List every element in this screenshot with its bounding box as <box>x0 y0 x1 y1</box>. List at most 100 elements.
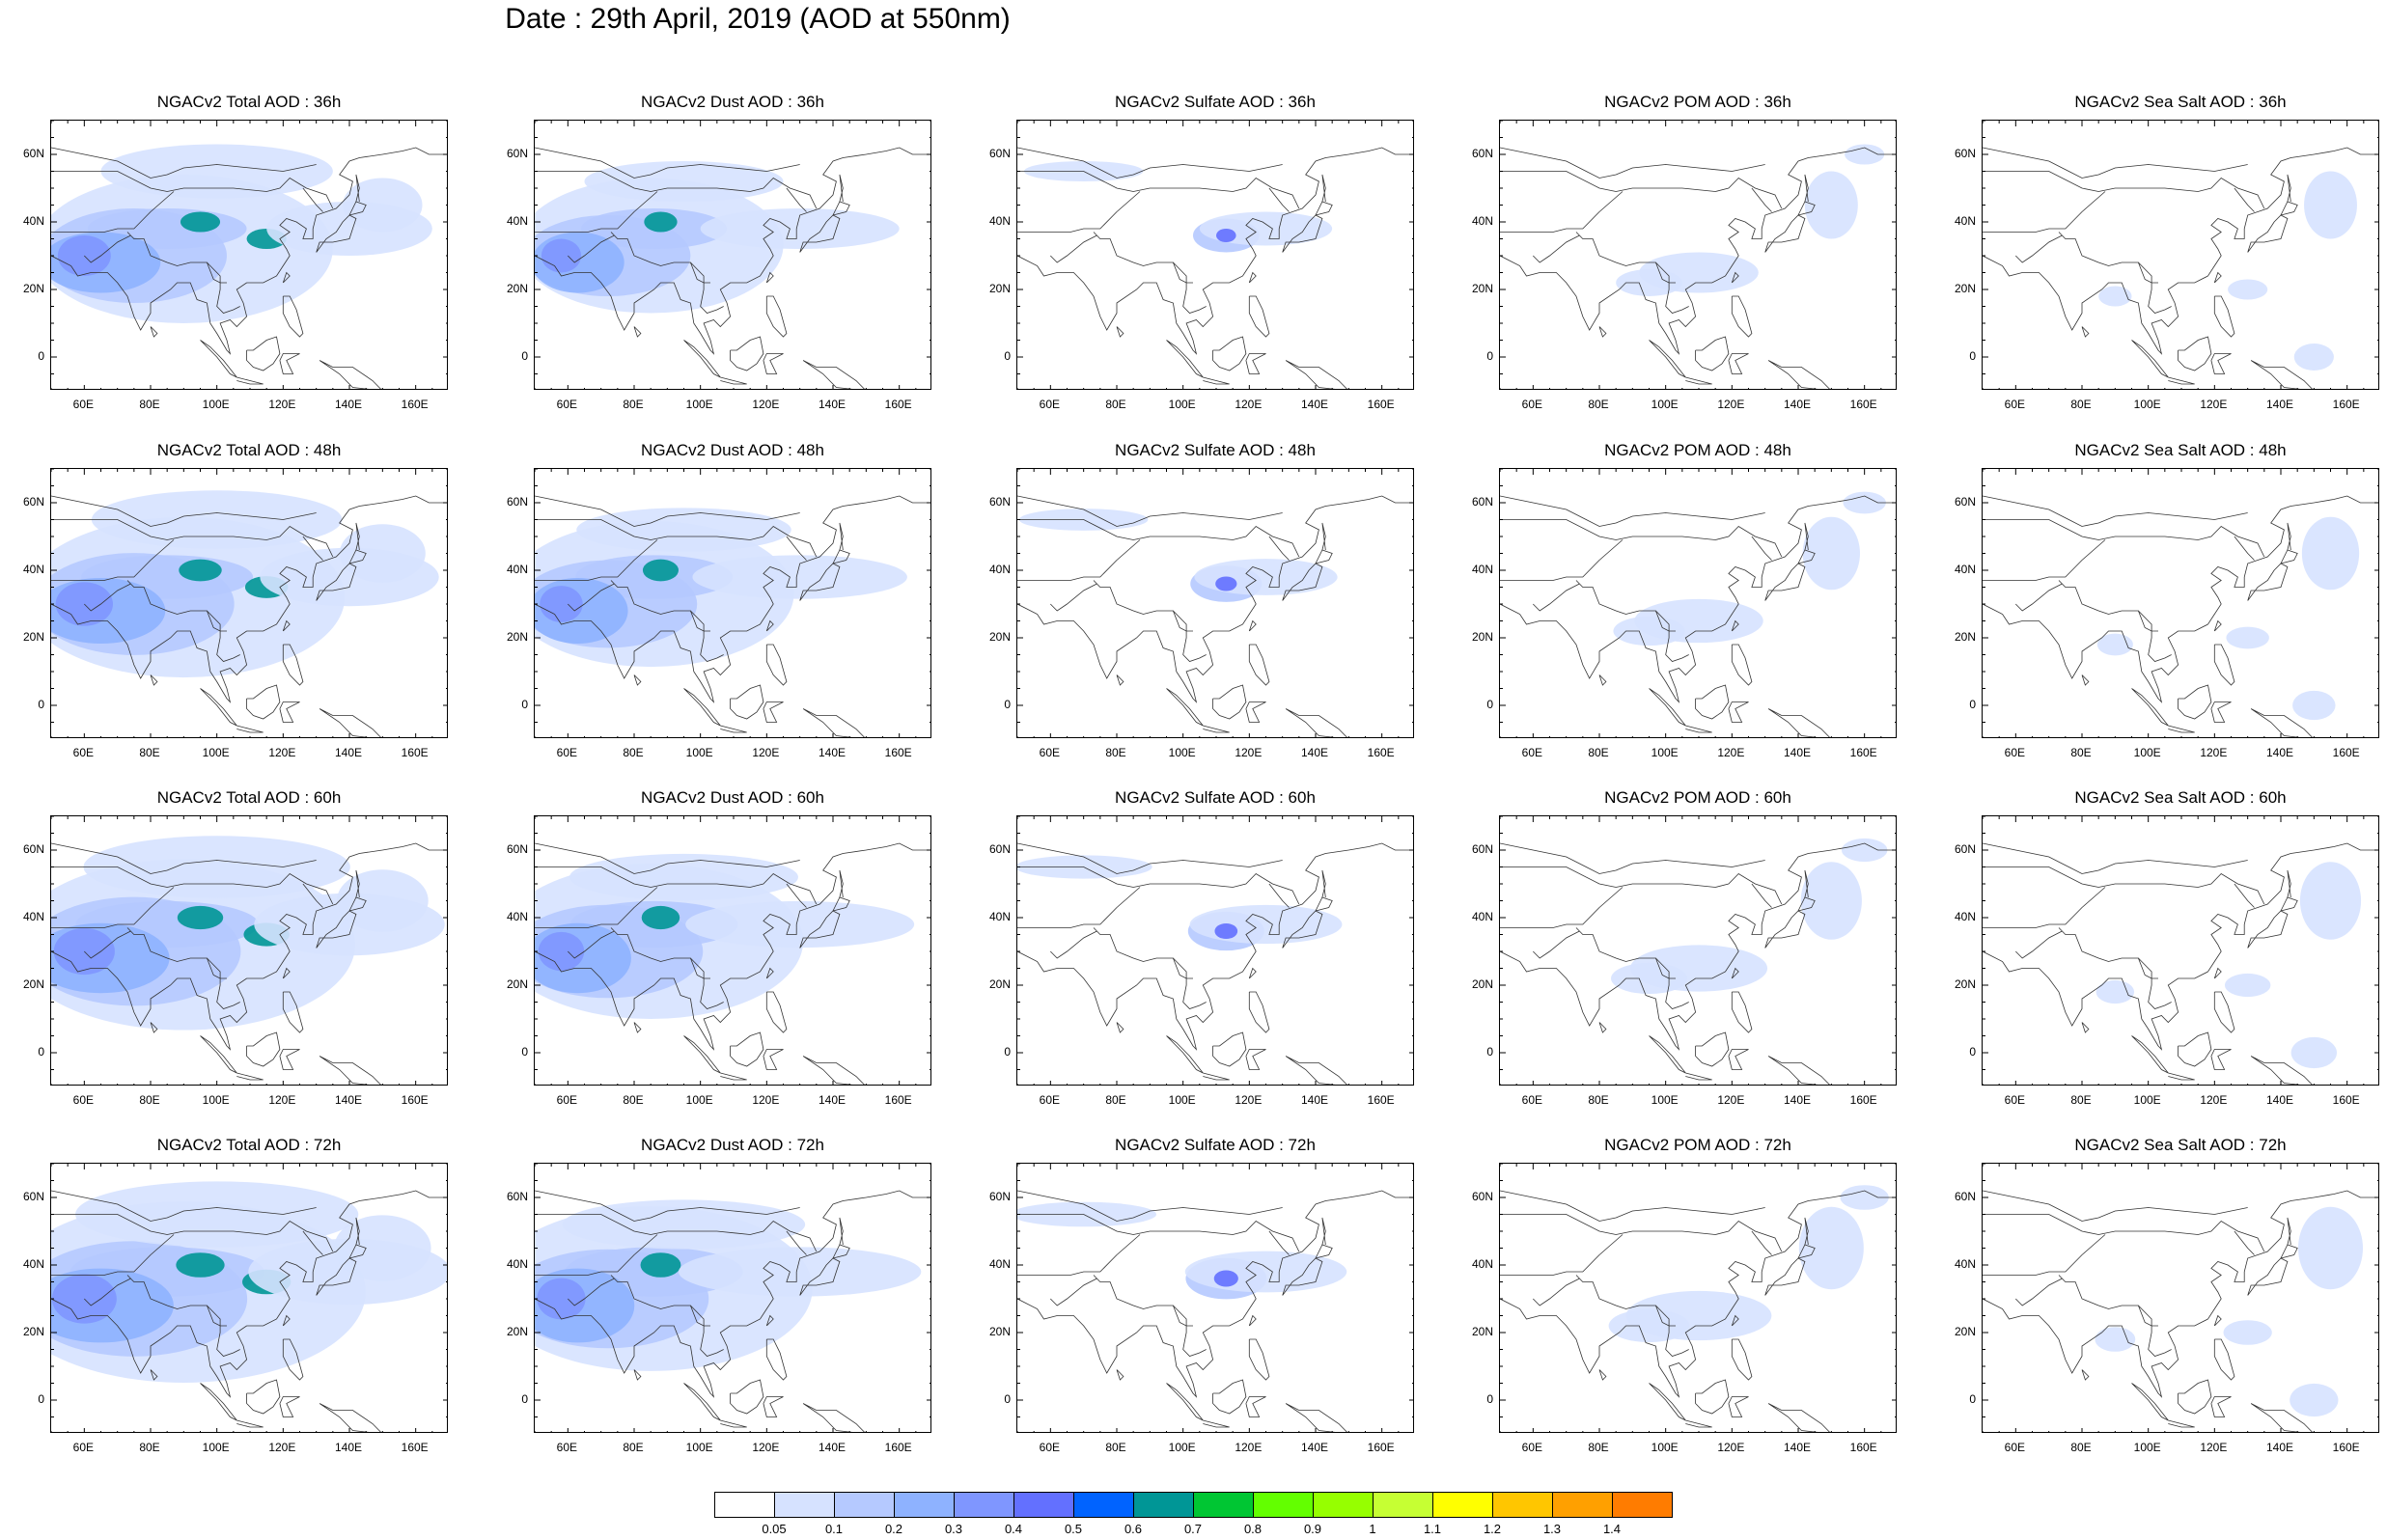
coastline <box>1983 866 2265 905</box>
lon-tick-label: 140E <box>2265 746 2294 759</box>
coastline <box>765 271 774 284</box>
coastline <box>2168 725 2195 733</box>
lon-tick-label: 80E <box>1105 1093 1126 1107</box>
lon-tick-label: 120E <box>1717 746 1745 759</box>
coastline <box>355 174 360 203</box>
coastline <box>535 1214 818 1252</box>
coastline <box>1173 610 1207 662</box>
coastline <box>568 930 615 959</box>
coastline <box>1321 1217 1326 1246</box>
coastline <box>2287 1217 2291 1246</box>
coastline <box>1728 1396 1749 1417</box>
aod-plume <box>2096 979 2135 1004</box>
coastline <box>2234 1230 2255 1255</box>
coastline <box>1500 887 1624 928</box>
colorbar-label: 0.5 <box>1064 1522 1083 1536</box>
lon-tick-label: 160E <box>1367 746 1395 759</box>
coastline <box>1315 201 1333 216</box>
aod-plume <box>1184 1251 1347 1293</box>
coastline <box>316 1257 357 1296</box>
lat-tick-label: 60N <box>1471 842 1493 856</box>
coastline <box>150 1022 158 1033</box>
coastline <box>1797 201 1816 216</box>
lon-tick-label: 60E <box>1039 1441 1060 1454</box>
lat-tick-label: 60N <box>1954 842 1976 856</box>
coastline <box>2168 1072 2195 1081</box>
lon-tick-label: 60E <box>2004 1441 2025 1454</box>
coastline <box>2210 1049 2232 1070</box>
coastline <box>1050 583 1097 612</box>
coastline <box>1017 191 1141 233</box>
colorbar-label: 0.7 <box>1183 1522 1203 1536</box>
aod-map <box>51 469 447 737</box>
aod-plume <box>679 1247 922 1297</box>
aod-plume <box>1616 269 1682 296</box>
coastline <box>1017 1234 1141 1276</box>
coastline <box>1017 887 1141 928</box>
coastline <box>1598 1369 1607 1381</box>
coastline <box>348 896 367 912</box>
panel-title: NGACv2 Sulfate AOD : 72h <box>1115 1136 1316 1154</box>
coastline <box>1315 896 1333 912</box>
coastline <box>51 147 447 355</box>
coastline <box>1598 1022 1607 1033</box>
coastline <box>535 1190 930 1398</box>
aod-plume <box>83 836 350 898</box>
coastline <box>282 1338 304 1381</box>
coastline <box>1804 522 1809 551</box>
coastline <box>2213 619 2222 632</box>
coastline <box>690 610 724 662</box>
coastline <box>1731 619 1739 632</box>
coastline <box>51 1190 447 1398</box>
coastline <box>1983 147 2248 179</box>
coastline <box>535 539 658 581</box>
lon-tick-label: 100E <box>202 1093 230 1107</box>
aod-plume <box>1843 491 1886 514</box>
coastline <box>802 360 865 389</box>
coastline <box>1804 869 1809 898</box>
coastline <box>730 684 764 720</box>
coastline <box>1685 1072 1712 1081</box>
coastline <box>832 201 850 216</box>
coastline <box>2234 883 2255 908</box>
lon-tick-label: 160E <box>401 1093 429 1107</box>
coastline <box>1533 1278 1580 1306</box>
lat-tick-label: 0 <box>38 1045 44 1059</box>
lon-tick-label: 140E <box>1300 1441 1329 1454</box>
coastline <box>2058 580 2158 632</box>
aod-plume <box>339 524 426 583</box>
coastline <box>1116 326 1124 338</box>
coastline <box>1983 539 2106 581</box>
lon-tick-label: 160E <box>1367 1093 1395 1107</box>
coastline <box>1731 1314 1739 1327</box>
coastline <box>1983 1234 2106 1276</box>
aod-plume <box>1800 862 1862 940</box>
coastline <box>51 1190 317 1222</box>
coastline <box>1983 842 2378 1051</box>
coastline <box>1500 1190 1896 1398</box>
aod-plume <box>2290 1383 2339 1417</box>
coastline <box>1767 708 1830 737</box>
lon-tick-label: 60E <box>1039 398 1060 411</box>
lon-tick-label: 100E <box>2133 398 2161 411</box>
coastline <box>1728 701 1749 723</box>
lat-tick-label: 60N <box>22 1190 44 1203</box>
coastline <box>1212 1379 1247 1415</box>
colorbar-label: 1.3 <box>1542 1522 1562 1536</box>
coastline <box>84 234 131 263</box>
aod-plume <box>2299 862 2362 940</box>
map-panel <box>50 468 448 738</box>
lon-tick-label: 80E <box>623 1093 644 1107</box>
lon-tick-label: 100E <box>1651 1441 1679 1454</box>
aod-plume <box>541 238 582 273</box>
colorbar-label: 1.4 <box>1602 1522 1622 1536</box>
coastline <box>2280 201 2298 216</box>
coastline <box>2131 1383 2169 1421</box>
aod-plume <box>75 1181 359 1248</box>
lat-tick-label: 20N <box>1954 630 1976 644</box>
lat-tick-label: 60N <box>506 1190 528 1203</box>
aod-plume <box>2226 626 2269 649</box>
lon-tick-label: 140E <box>334 1093 363 1107</box>
coastline <box>1017 866 1300 905</box>
lon-tick-label: 160E <box>1849 746 1877 759</box>
